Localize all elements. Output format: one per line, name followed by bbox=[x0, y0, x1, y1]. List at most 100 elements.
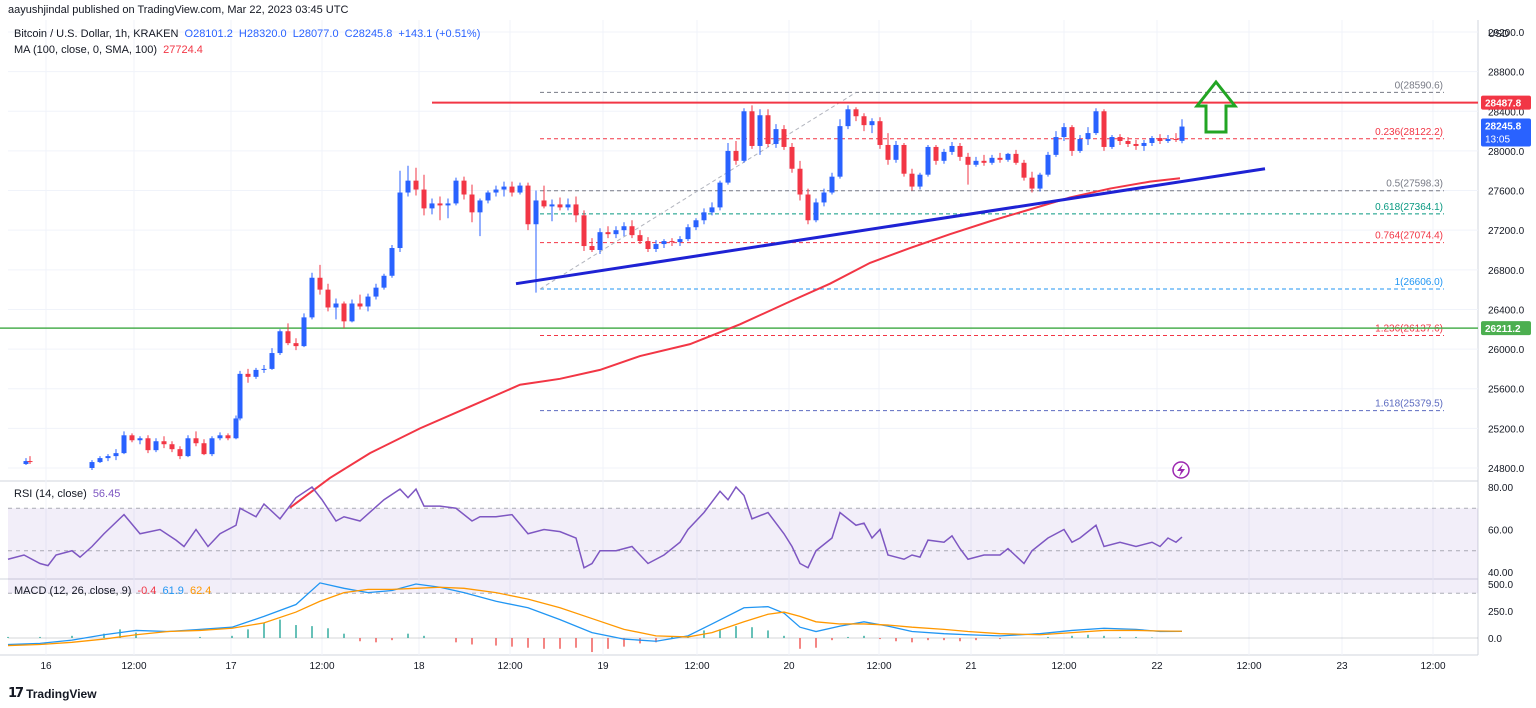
fib-level-label: 0.5(27598.3) bbox=[1386, 179, 1443, 190]
candle-body bbox=[861, 116, 867, 126]
candle-body bbox=[701, 212, 707, 221]
candle-body bbox=[629, 226, 635, 236]
x-tick-label: 12:00 bbox=[1236, 661, 1261, 672]
candle-body bbox=[533, 200, 539, 225]
rsi-legend: RSI (14, close) 56.45 bbox=[14, 488, 120, 500]
candle-body bbox=[233, 418, 239, 439]
ma-value: 27724.4 bbox=[163, 44, 203, 56]
candle-body bbox=[1101, 111, 1107, 147]
candle-body bbox=[301, 317, 307, 347]
ohlc-open: O28101.2 bbox=[184, 28, 233, 40]
candle-body bbox=[693, 220, 699, 228]
candle-body bbox=[445, 203, 451, 206]
candle-body bbox=[1029, 177, 1035, 189]
candle-body bbox=[501, 186, 507, 190]
x-tick-label: 23 bbox=[1336, 661, 1348, 672]
candle-body bbox=[405, 180, 411, 193]
candle-body bbox=[765, 115, 771, 144]
symbol-title: Bitcoin / U.S. Dollar, 1h, KRAKEN bbox=[14, 28, 179, 40]
candle-body bbox=[901, 144, 907, 174]
candle-body bbox=[885, 144, 891, 160]
x-tick-label: 22 bbox=[1151, 661, 1163, 672]
candle-body bbox=[1085, 133, 1091, 140]
candle-body bbox=[1093, 111, 1099, 134]
candle-body bbox=[621, 226, 627, 231]
candle-body bbox=[493, 189, 499, 193]
fib-level-label: 0.236(28122.2) bbox=[1375, 127, 1443, 138]
candle-body bbox=[169, 444, 175, 450]
y-tick-label: 27200.0 bbox=[1488, 226, 1525, 237]
candle-body bbox=[333, 303, 339, 308]
candle-body bbox=[153, 441, 159, 451]
candle-body bbox=[193, 438, 199, 444]
candle-body bbox=[269, 353, 275, 369]
candle-body bbox=[277, 331, 283, 354]
candles bbox=[23, 105, 1185, 470]
candle-body bbox=[137, 438, 143, 441]
macd-tick-label: 500.0 bbox=[1488, 580, 1513, 591]
fib-diagonal bbox=[539, 91, 857, 290]
signal-value: 62.4 bbox=[189, 585, 212, 597]
macd-line bbox=[7, 582, 1183, 646]
ohlc-close: C28245.8 bbox=[344, 28, 393, 40]
candle-body bbox=[805, 194, 811, 221]
candle-body bbox=[925, 146, 931, 175]
candle-body bbox=[309, 277, 315, 318]
rsi-line bbox=[7, 485, 1183, 569]
candle-body bbox=[177, 449, 183, 457]
candle-body bbox=[1021, 162, 1027, 178]
x-tick-label: 12:00 bbox=[866, 661, 891, 672]
x-tick-label: 16 bbox=[40, 661, 52, 672]
candle-body bbox=[933, 146, 939, 161]
candle-body bbox=[653, 244, 659, 250]
macd-title: MACD (12, 26, close, 9) bbox=[14, 585, 132, 597]
x-tick-label: 12:00 bbox=[121, 661, 146, 672]
candle-body bbox=[1149, 138, 1155, 143]
candle-body bbox=[565, 204, 571, 208]
ma-100-line bbox=[289, 177, 1181, 509]
candle-body bbox=[397, 192, 403, 249]
candle-body bbox=[105, 456, 111, 459]
macd-pane bbox=[7, 582, 1478, 653]
candle-body bbox=[1053, 137, 1059, 155]
candle-body bbox=[209, 438, 215, 455]
candle-body bbox=[941, 151, 947, 161]
ma-label: MA (100, close, 0, SMA, 100) bbox=[14, 44, 158, 56]
candle-body bbox=[717, 182, 723, 208]
macd-legend: MACD (12, 26, close, 9) -0.4 61.9 62.4 bbox=[14, 585, 211, 597]
candle-body bbox=[613, 230, 619, 235]
tradingview-logo[interactable]: 17 TradingView bbox=[8, 686, 97, 701]
macd-tick-label: 0.0 bbox=[1488, 634, 1502, 645]
rsi-pane bbox=[7, 485, 1478, 594]
candle-body bbox=[357, 303, 363, 307]
price-tag bbox=[1481, 118, 1531, 147]
candle-body bbox=[813, 202, 819, 221]
candle-body bbox=[549, 204, 555, 207]
candle-body bbox=[429, 203, 435, 209]
candle-body bbox=[23, 461, 29, 465]
candle-body bbox=[661, 241, 667, 245]
y-tick-label: 26400.0 bbox=[1488, 305, 1525, 316]
candle-body bbox=[517, 185, 523, 193]
candle-body bbox=[821, 192, 827, 203]
bolt-icon bbox=[1177, 464, 1185, 477]
x-tick-label: 21 bbox=[965, 661, 977, 672]
candle-body bbox=[541, 200, 547, 207]
candle-body bbox=[469, 194, 475, 213]
currency-label: USD bbox=[1488, 29, 1510, 40]
x-tick-label: 12:00 bbox=[1420, 661, 1445, 672]
candle-body bbox=[325, 289, 331, 308]
candle-body bbox=[605, 232, 611, 235]
candle-body bbox=[645, 241, 651, 250]
candle-body bbox=[909, 173, 915, 187]
y-tick-label: 24800.0 bbox=[1488, 464, 1525, 475]
ohlc-change: +143.1 (+0.51%) bbox=[398, 28, 481, 40]
candle-body bbox=[725, 150, 731, 183]
fib-level-label: 1(26606.0) bbox=[1395, 277, 1443, 288]
y-tick-label: 29200.0 bbox=[1488, 28, 1525, 39]
x-tick-label: 17 bbox=[225, 661, 237, 672]
candle-body bbox=[997, 157, 1003, 160]
candle-body bbox=[217, 435, 223, 439]
candle-body bbox=[1133, 143, 1139, 146]
